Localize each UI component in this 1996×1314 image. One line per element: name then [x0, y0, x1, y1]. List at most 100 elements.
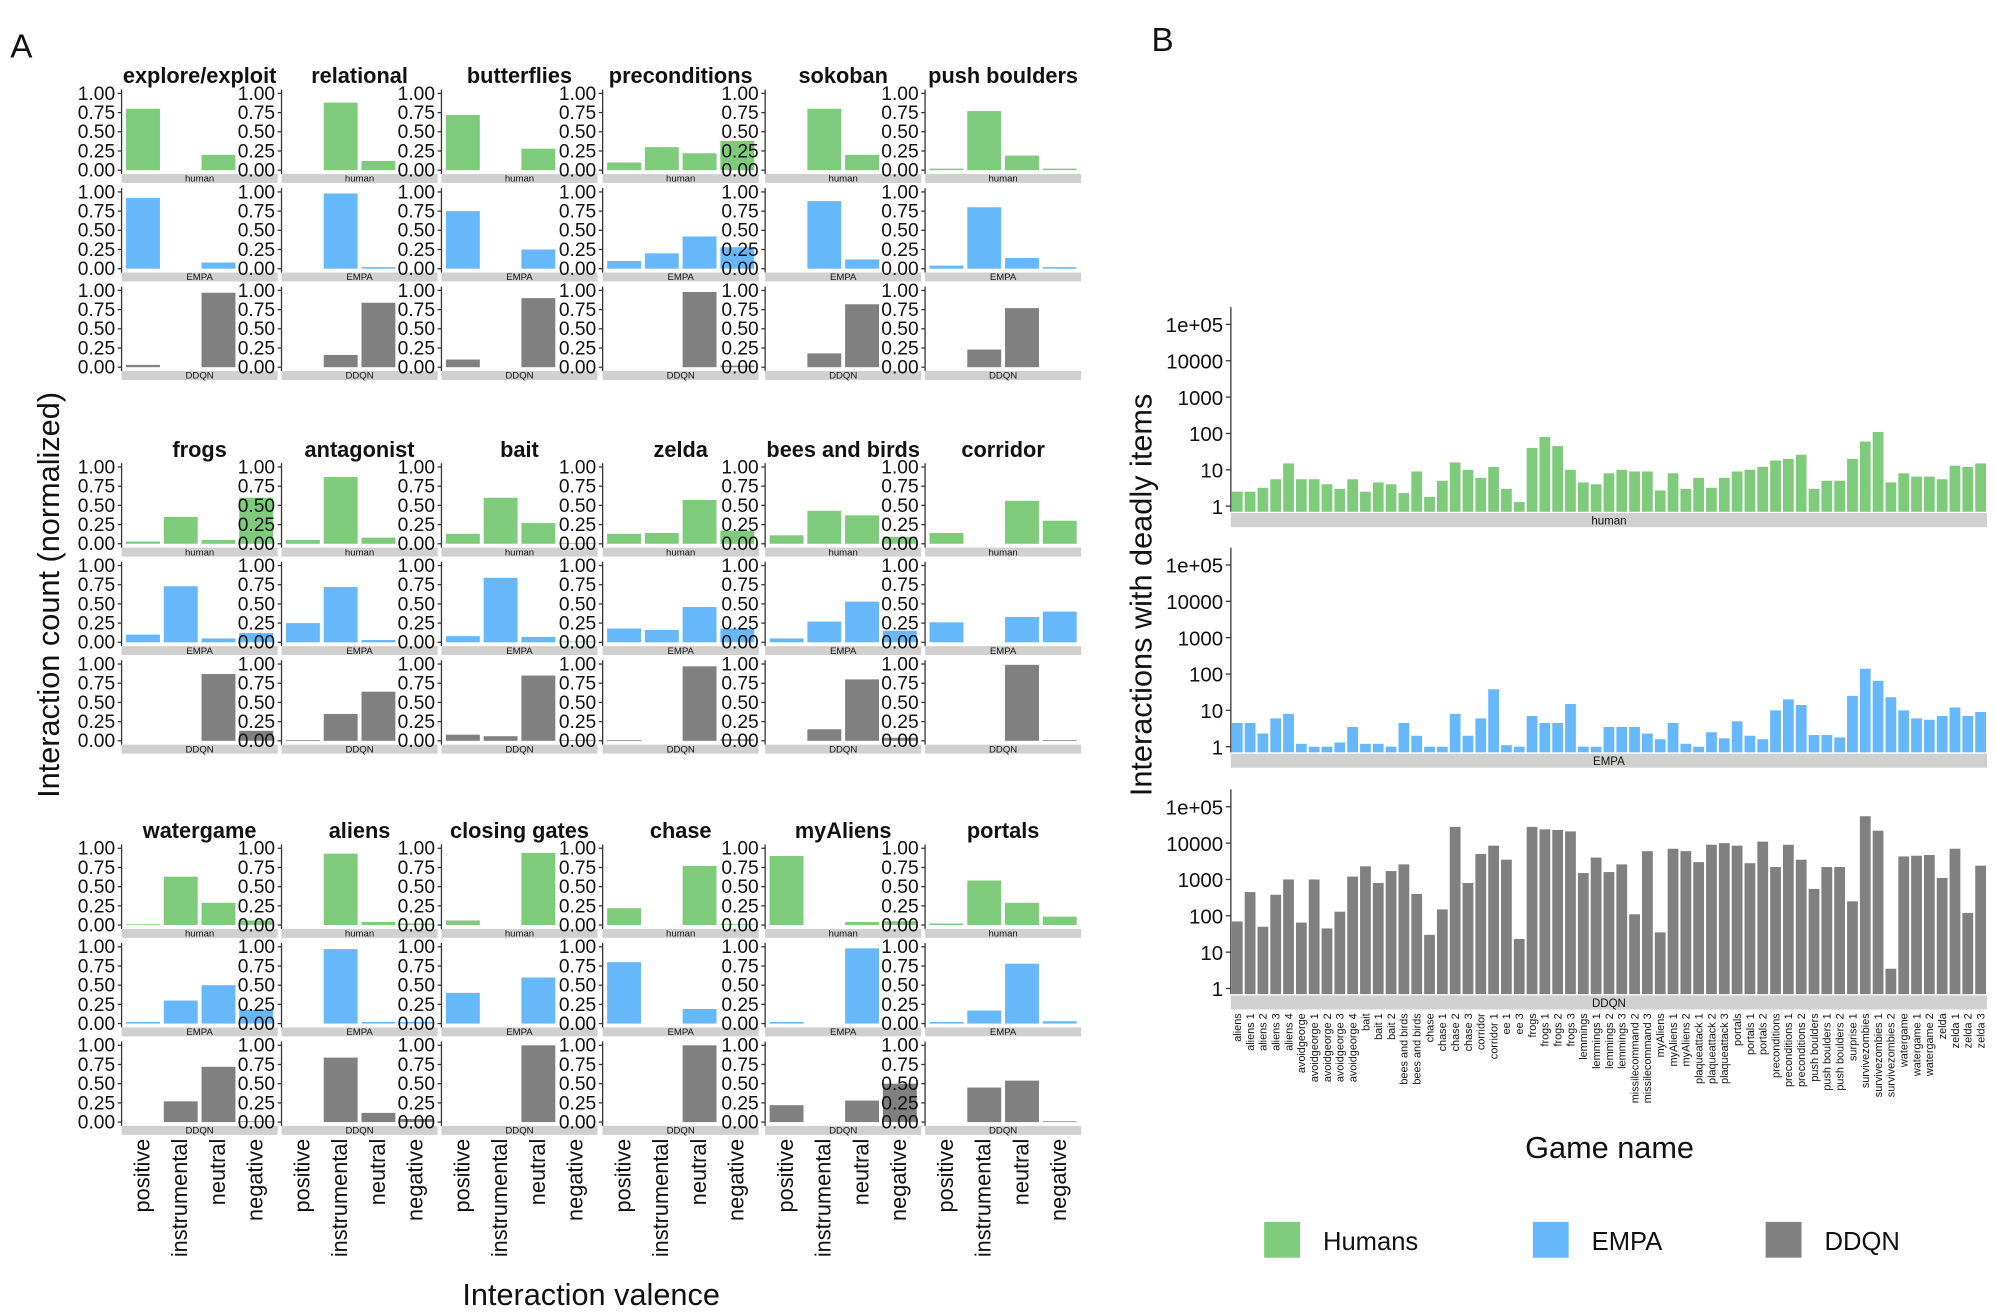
bar — [1706, 844, 1717, 995]
y-tick-label: 1.00 — [721, 1036, 758, 1057]
x-tick-label: frogs 2 — [1553, 1013, 1565, 1046]
x-tick-label: neutral — [1008, 1139, 1033, 1206]
bar — [323, 713, 358, 741]
bar — [1603, 473, 1615, 512]
strip — [121, 646, 278, 656]
strip-label: DDQN — [829, 1126, 857, 1137]
x-tick-label: positive — [933, 1139, 958, 1213]
bar — [559, 641, 594, 643]
bar — [1949, 707, 1961, 753]
y-tick-label: 0.00 — [78, 915, 115, 936]
bar — [1488, 689, 1499, 753]
facet-title: closing gates — [450, 818, 589, 843]
bar — [1475, 477, 1487, 512]
x-tick-label: instrumental — [487, 1139, 512, 1257]
y-tick-label: 0.50 — [398, 693, 435, 714]
strip-label: human — [829, 174, 858, 185]
x-tick-label: bait — [1360, 1013, 1372, 1031]
y-tick-label: 0.00 — [559, 1014, 596, 1035]
bar — [1731, 721, 1743, 753]
y-tick-label: 1.00 — [559, 556, 596, 577]
strip-label: human — [505, 547, 534, 558]
y-tick-label: 0.00 — [721, 731, 758, 752]
facet-title: zelda — [653, 437, 708, 462]
y-tick-label: 0.75 — [238, 1055, 275, 1076]
x-tick-label: instrumental — [327, 1139, 352, 1257]
y-tick-label: 1.00 — [238, 1036, 275, 1057]
y-tick-label: 0.50 — [78, 594, 115, 615]
y-tick-label: 0.50 — [78, 319, 115, 340]
bar — [967, 111, 1002, 171]
bar — [1005, 1080, 1039, 1123]
x-tick-label: zelda 2 — [1963, 1013, 1975, 1048]
strip-label: EMPA — [1593, 756, 1625, 768]
bar — [239, 920, 274, 926]
bar — [1680, 743, 1692, 753]
bar — [929, 533, 964, 544]
y-tick-label: 0.75 — [78, 575, 115, 596]
y-tick-label: 0.50 — [398, 221, 435, 242]
y-tick-label: 1.00 — [559, 84, 596, 105]
bar — [882, 630, 917, 643]
strip-label: EMPA — [186, 646, 213, 657]
x-tick-label: portals 1 — [1745, 1013, 1757, 1055]
bar — [559, 740, 594, 741]
strip — [281, 174, 438, 183]
y-tick-label: 0.25 — [398, 240, 435, 261]
y-tick-label: 0.00 — [78, 259, 115, 280]
y-tick-label: 1.00 — [881, 457, 918, 478]
strip — [281, 744, 438, 754]
strip-label: EMPA — [830, 272, 857, 283]
y-tick-label: 0.50 — [559, 976, 596, 997]
strip-label: human — [829, 929, 858, 940]
y-tick-label: 0.75 — [559, 575, 596, 596]
strip — [281, 272, 438, 282]
x-tick-label: negative — [243, 1139, 268, 1221]
bar — [1005, 257, 1039, 269]
bar — [1308, 746, 1320, 753]
bar — [1975, 865, 1986, 995]
strip-label: EMPA — [186, 1027, 213, 1038]
x-tick-label: neutral — [686, 1139, 711, 1206]
bar — [1885, 482, 1897, 512]
y-tick-label: 0.25 — [881, 712, 918, 733]
y-tick-label: 0.50 — [881, 221, 918, 242]
y-tick-label: 0.25 — [559, 712, 596, 733]
y-tick-label: 0.00 — [559, 358, 596, 379]
y-tick-label: 0.00 — [559, 1112, 596, 1133]
x-tick-label: corridor 1 — [1488, 1013, 1500, 1059]
bar — [1283, 463, 1294, 512]
strip — [765, 744, 922, 754]
bar — [1372, 743, 1384, 753]
bar — [1257, 487, 1269, 512]
bar — [445, 734, 480, 741]
y-tick-label: 1e+05 — [1166, 796, 1224, 819]
bar — [1513, 939, 1525, 995]
bar — [1385, 484, 1397, 512]
bar — [1398, 722, 1410, 753]
bar — [1513, 502, 1525, 512]
bar — [1475, 718, 1487, 753]
strip — [281, 371, 438, 380]
strip-label: DDQN — [505, 744, 533, 755]
strip — [765, 371, 922, 380]
y-tick-label: 0.25 — [881, 141, 918, 162]
bar — [1270, 479, 1282, 512]
y-tick-label: 0.25 — [721, 613, 758, 634]
y-tick-label: 100 — [1189, 423, 1223, 446]
y-tick-label: 0.00 — [238, 633, 275, 654]
y-tick-label: 0.75 — [78, 1055, 115, 1076]
bar — [201, 539, 236, 544]
y-tick-label: 0.25 — [398, 1093, 435, 1114]
y-tick-label: 0.50 — [238, 319, 275, 340]
bar — [1244, 491, 1256, 512]
bar — [807, 201, 842, 269]
x-tick-label: negative — [403, 1139, 428, 1221]
bar — [682, 1045, 717, 1123]
bar — [445, 992, 480, 1024]
y-tick-label: 0.25 — [398, 995, 435, 1016]
bar — [1385, 746, 1397, 753]
y-tick-label: 1.00 — [881, 1036, 918, 1057]
y-tick-label: 0.00 — [78, 161, 115, 182]
y-tick-label: 100 — [1189, 664, 1223, 687]
